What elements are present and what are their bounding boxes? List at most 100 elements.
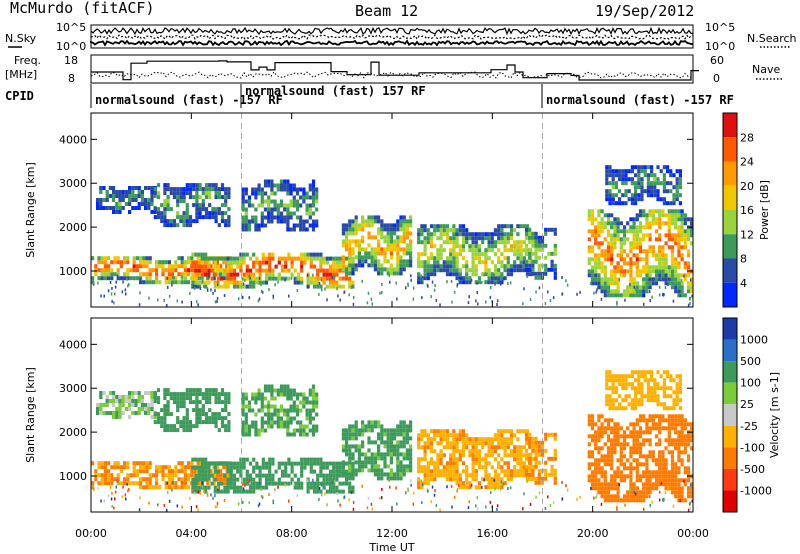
velocity-cell	[672, 390, 676, 395]
velocity-cell	[373, 456, 377, 461]
power-cell	[409, 243, 413, 248]
velocity-cell	[634, 406, 638, 411]
power-cell	[192, 183, 196, 188]
power-cell	[156, 211, 161, 216]
power-cell	[621, 181, 625, 186]
velocity-cell	[605, 394, 609, 399]
velocity-cell	[452, 473, 456, 478]
velocity-cell	[651, 458, 655, 463]
velocity-cell	[255, 481, 259, 486]
velocity-cell	[610, 458, 614, 463]
power-speck	[544, 301, 547, 305]
power-cell	[303, 256, 307, 261]
power-cell	[622, 261, 627, 266]
velocity-cell	[534, 436, 538, 441]
velocity-cell	[97, 461, 101, 466]
velocity-cell	[550, 432, 554, 437]
power-cell	[590, 209, 595, 214]
velocity-cell	[433, 465, 437, 470]
velocity-cell	[587, 450, 591, 455]
power-cell	[251, 219, 255, 224]
power-cell	[678, 169, 682, 174]
power-cell	[613, 237, 617, 242]
power-cell	[613, 229, 617, 234]
power-cell	[192, 219, 196, 224]
velocity-cell	[458, 437, 462, 442]
power-cell	[341, 255, 345, 260]
velocity-cell	[121, 399, 125, 403]
velocity-speck	[241, 482, 244, 486]
velocity-cell	[108, 411, 112, 415]
velocity-cell	[280, 473, 285, 478]
date-label: 19/Sep/2012	[595, 2, 694, 20]
velocity-cell	[626, 426, 630, 431]
power-cell	[255, 276, 259, 281]
power-cell	[357, 227, 361, 232]
velocity-cell	[417, 457, 421, 462]
velocity-cell	[630, 382, 634, 387]
velocity-cell	[311, 408, 316, 413]
velocity-cell	[312, 457, 317, 462]
velocity-cell	[634, 394, 638, 399]
velocity-cell	[370, 456, 374, 461]
power-cell	[524, 235, 529, 240]
power-cell	[192, 187, 196, 192]
power-speck	[523, 287, 525, 291]
power-cell	[150, 194, 154, 198]
velocity-cell	[635, 474, 639, 479]
velocity-cell	[445, 461, 450, 466]
velocity-cell	[638, 494, 643, 499]
velocity-cell	[497, 453, 501, 458]
velocity-cell	[674, 482, 678, 487]
velocity-cell	[402, 420, 406, 425]
velocity-cell	[357, 460, 361, 465]
velocity-cell	[215, 465, 219, 470]
velocity-cell	[351, 489, 355, 494]
power-cell	[606, 229, 611, 234]
velocity-cell	[145, 477, 149, 482]
velocity-cell	[220, 420, 225, 425]
power-cell	[442, 268, 446, 273]
velocity-colorbar-frame	[722, 317, 738, 513]
power-cell	[255, 256, 259, 261]
power-cell	[658, 213, 662, 218]
velocity-speck	[260, 488, 262, 492]
velocity-speck	[689, 501, 691, 505]
power-cell	[361, 219, 365, 224]
power-cell	[683, 237, 687, 242]
power-cell	[481, 272, 485, 277]
velocity-cell	[219, 469, 223, 474]
velocity-cell	[185, 416, 189, 421]
power-cell	[597, 209, 601, 214]
velocity-cell	[201, 404, 205, 409]
power-cell	[664, 241, 668, 246]
velocity-ytick-label: 2000	[59, 426, 87, 439]
velocity-cell	[605, 374, 609, 379]
power-cell	[500, 272, 504, 277]
velocity-cell	[207, 461, 211, 466]
velocity-cell	[458, 457, 462, 462]
velocity-cell	[677, 430, 681, 435]
power-cell	[163, 211, 167, 216]
velocity-cell	[629, 494, 633, 499]
cpid-segment-2: normalsound (fast) 157 RF	[245, 84, 426, 98]
velocity-cell	[484, 441, 488, 446]
velocity-cell	[292, 416, 296, 421]
power-cell	[315, 195, 319, 200]
velocity-cell	[524, 456, 529, 461]
velocity-speck	[172, 481, 174, 484]
velocity-cell	[637, 390, 641, 395]
power-cell	[383, 235, 387, 240]
velocity-cell	[645, 458, 649, 463]
velocity-cell	[244, 412, 248, 417]
power-cell	[267, 203, 271, 208]
power-speck	[203, 284, 205, 288]
velocity-cell	[477, 437, 482, 442]
velocity-cell	[271, 481, 275, 486]
power-cell	[296, 272, 301, 277]
power-cell	[646, 173, 650, 178]
velocity-cell	[540, 444, 545, 449]
power-speck	[371, 302, 373, 306]
velocity-cell	[674, 422, 678, 427]
power-cell	[651, 277, 655, 282]
